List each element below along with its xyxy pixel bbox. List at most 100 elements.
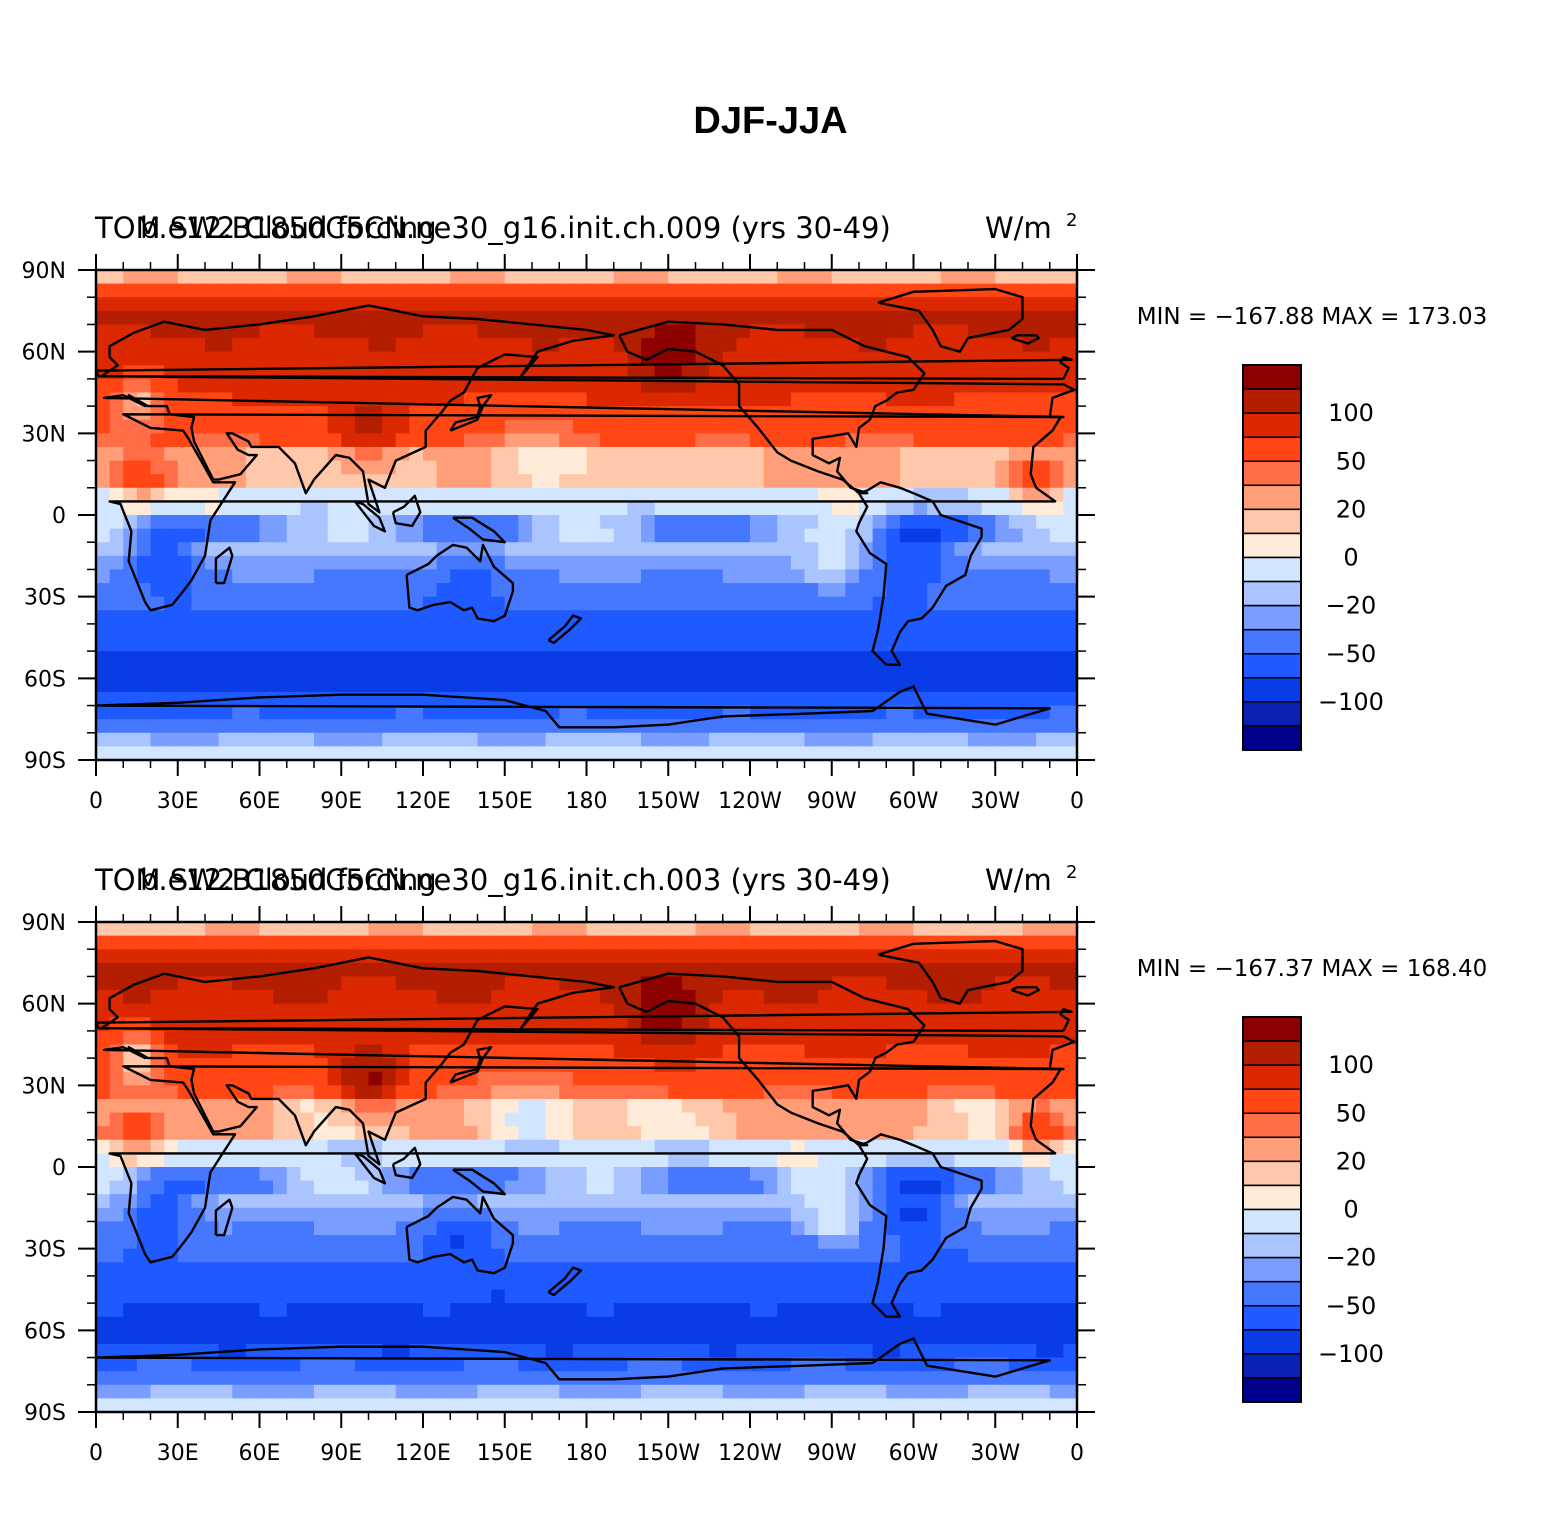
field-cell	[463, 351, 479, 366]
field-cell	[899, 1085, 915, 1100]
field-cell	[273, 691, 288, 707]
field-cell	[613, 949, 628, 964]
field-cell	[164, 283, 179, 298]
field-cell	[818, 1030, 833, 1046]
field-cell	[286, 1044, 301, 1059]
field-cell	[109, 433, 124, 448]
field-cell	[627, 678, 642, 693]
field-cell	[1022, 283, 1037, 298]
field-cell	[818, 1248, 833, 1263]
field-cell	[382, 962, 397, 978]
field-cell	[641, 1030, 656, 1046]
field-cell	[859, 976, 874, 991]
field-cell	[382, 623, 397, 639]
field-cell	[859, 419, 874, 434]
field-cell	[1049, 1262, 1064, 1277]
field-cell	[804, 922, 819, 937]
field-cell	[859, 1112, 874, 1127]
field-cell	[245, 949, 261, 964]
field-cell	[872, 351, 887, 366]
field-cell	[177, 1030, 192, 1046]
field-cell	[695, 1071, 710, 1086]
field-cell	[995, 1030, 1010, 1046]
field-cell	[859, 270, 874, 285]
field-cell	[831, 419, 846, 434]
field-cell	[450, 935, 465, 950]
x-tick-label: 0	[1070, 789, 1084, 814]
field-cell	[1008, 719, 1024, 734]
field-cell	[314, 528, 329, 543]
field-cell	[750, 1126, 765, 1141]
field-cell	[191, 270, 206, 285]
field-cell	[273, 1030, 288, 1046]
field-cell	[300, 1153, 315, 1168]
field-cell	[695, 1303, 710, 1318]
field-cell	[722, 338, 737, 353]
field-cell	[627, 1017, 642, 1032]
field-cell	[995, 446, 1010, 462]
field-cell	[1063, 1235, 1078, 1250]
field-cell	[463, 746, 479, 761]
field-cell	[232, 1275, 247, 1291]
field-cell	[627, 623, 642, 639]
field-cell	[845, 310, 860, 326]
field-cell	[136, 949, 152, 964]
field-cell	[109, 310, 124, 326]
field-cell	[477, 1126, 492, 1141]
field-cell	[968, 1262, 983, 1277]
field-cell	[954, 1180, 969, 1195]
field-cell	[927, 1044, 942, 1059]
field-cell	[872, 515, 887, 530]
field-cell	[136, 732, 152, 747]
field-cell	[177, 487, 192, 502]
field-cell	[1036, 1316, 1051, 1331]
coast-australia	[405, 543, 515, 623]
field-cell	[709, 555, 724, 571]
field-cell	[899, 419, 915, 434]
field-cell	[136, 310, 152, 326]
field-cell	[600, 1207, 615, 1223]
field-cell	[164, 270, 179, 285]
field-cell	[559, 922, 574, 937]
field-cell	[668, 1017, 683, 1032]
field-cell	[504, 501, 519, 516]
field-cell	[177, 324, 192, 339]
field-cell	[736, 623, 751, 639]
field-cell	[1008, 474, 1024, 489]
field-cell	[150, 283, 165, 298]
field-cell	[205, 1194, 220, 1209]
field-cell	[804, 1248, 819, 1263]
field-cell	[382, 542, 397, 557]
field-cell	[164, 664, 179, 679]
field-cell	[613, 1316, 628, 1331]
field-cell	[763, 569, 778, 584]
field-cell	[96, 746, 111, 761]
field-cell	[314, 623, 329, 639]
field-cell	[940, 691, 955, 707]
field-cell	[790, 990, 806, 1005]
field-cell	[164, 1316, 179, 1331]
field-cell	[709, 528, 724, 543]
field-cell	[436, 487, 451, 502]
field-cell	[504, 732, 519, 747]
field-cell	[722, 1180, 737, 1195]
field-cell	[668, 487, 683, 502]
field-cell	[1063, 487, 1078, 502]
field-cell	[123, 623, 138, 639]
field-cell	[232, 1262, 247, 1277]
field-cell	[763, 419, 778, 434]
field-cell	[859, 949, 874, 964]
field-cell	[382, 1071, 397, 1086]
field-cell	[845, 746, 860, 761]
field-cell	[681, 555, 697, 571]
field-cell	[722, 1235, 737, 1250]
field-cell	[245, 1275, 261, 1291]
field-cell	[763, 678, 778, 693]
field-cell	[736, 962, 751, 978]
field-cell	[259, 1275, 274, 1291]
field-cell	[736, 1153, 751, 1168]
field-cell	[300, 324, 315, 339]
field-cell	[627, 1207, 642, 1223]
field-cell	[245, 460, 261, 475]
field-cell	[109, 419, 124, 434]
